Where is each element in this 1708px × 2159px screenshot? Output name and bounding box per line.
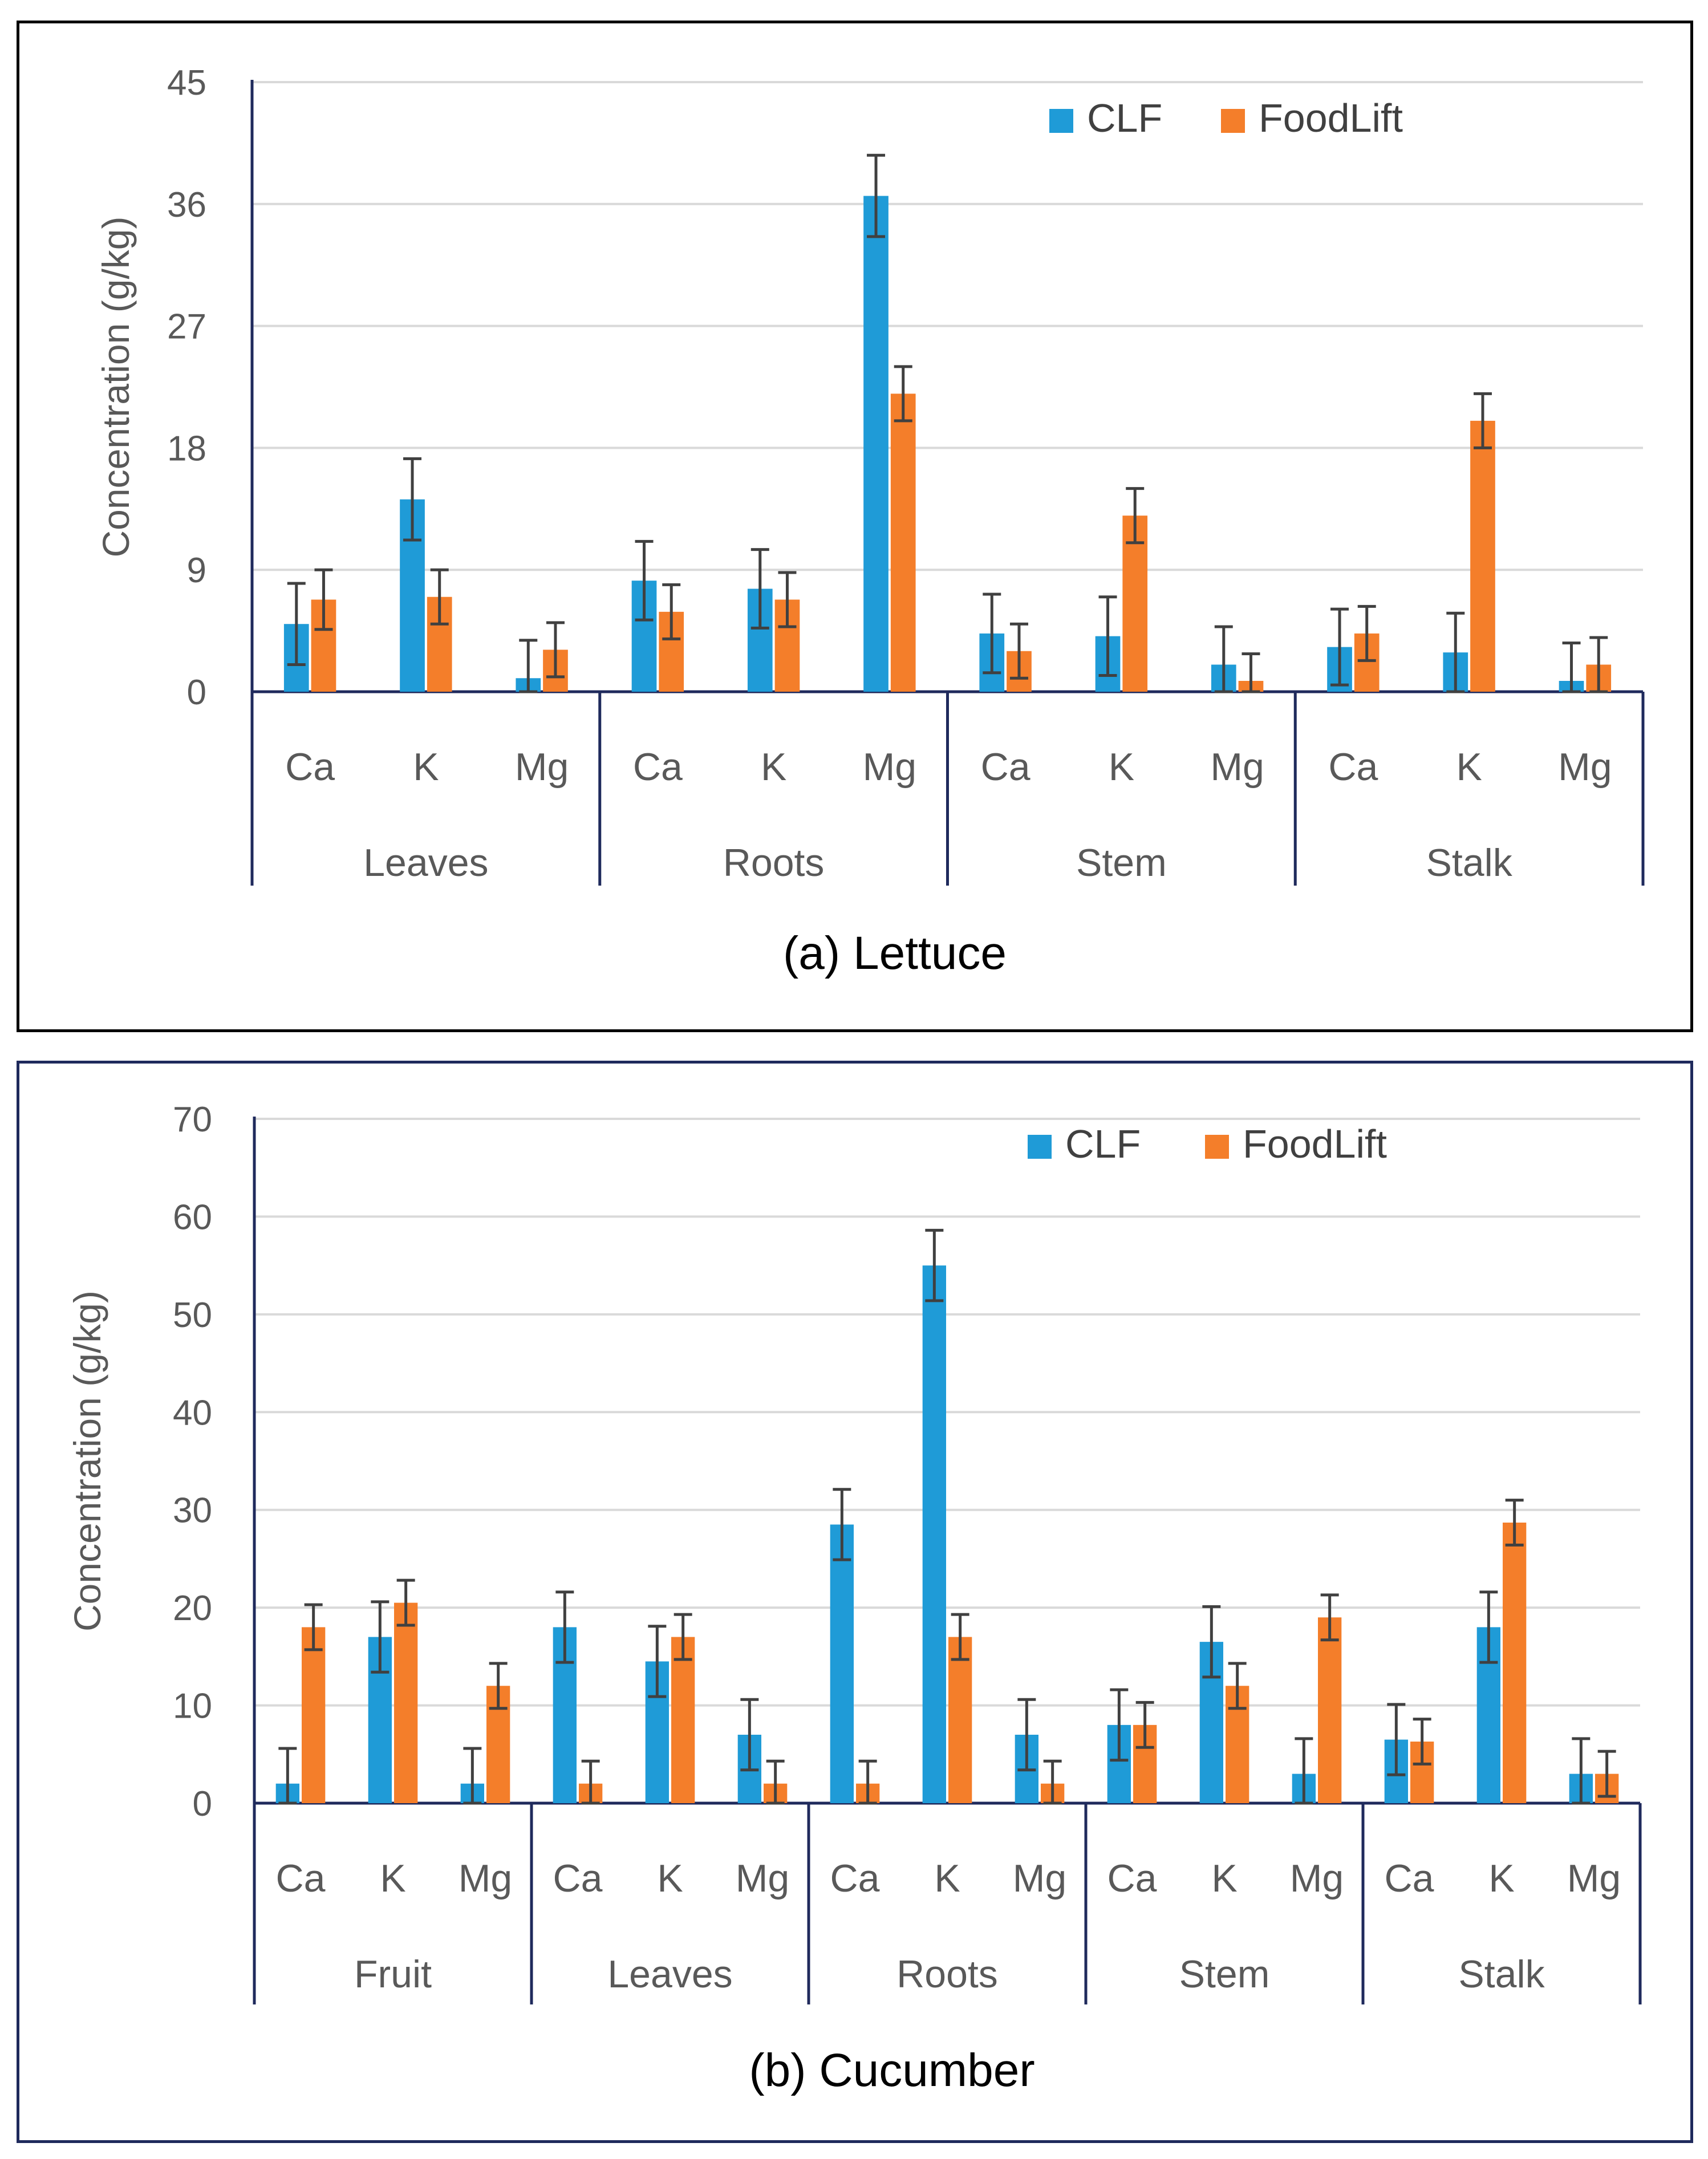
legend-label-clf: CLF <box>1087 96 1162 140</box>
y-tick-label: 60 <box>173 1198 212 1237</box>
legend-swatch-clf <box>1028 1135 1052 1159</box>
x-group-label: Stalk <box>1458 1953 1545 1996</box>
bar-foodlift-stalk-k <box>1503 1523 1527 1803</box>
x-group-label: Roots <box>723 841 825 884</box>
bar-foodlift-fruit-ca <box>302 1627 326 1803</box>
y-tick-label: 36 <box>167 185 206 225</box>
y-tick-label: 20 <box>173 1589 212 1628</box>
y-tick-label: 40 <box>173 1393 212 1432</box>
bar-foodlift-stem-mg <box>1318 1617 1342 1803</box>
bar-foodlift-roots-mg <box>890 393 916 692</box>
x-subcategory-label: Ca <box>830 1857 880 1900</box>
x-subcategory-label: Mg <box>1567 1857 1621 1900</box>
chart-title: (a) Lettuce <box>783 927 1007 979</box>
legend-label-clf: CLF <box>1065 1122 1141 1166</box>
x-subcategory-label: Mg <box>736 1857 789 1900</box>
x-subcategory-label: Ca <box>553 1857 603 1900</box>
x-subcategory-label: Ca <box>1328 745 1378 789</box>
x-subcategory-label: K <box>1456 745 1482 789</box>
x-subcategory-label: Ca <box>285 745 335 789</box>
bar-foodlift-leaves-k <box>671 1637 695 1803</box>
x-subcategory-label: Ca <box>1385 1857 1434 1900</box>
x-subcategory-label: Mg <box>863 745 916 789</box>
y-tick-label: 27 <box>167 307 206 347</box>
cucumber-chart-panel: 0 10 20 30 40 50 60 70 Fruit Ca K Mg Leaves Ca K Mg Root… <box>17 1061 1693 2143</box>
y-tick-label: 0 <box>193 1784 212 1824</box>
y-tick-label: 0 <box>187 673 206 712</box>
chart-title: (b) Cucumber <box>749 2044 1034 2096</box>
y-tick-label: 45 <box>167 63 206 103</box>
x-subcategory-label: K <box>934 1857 960 1900</box>
x-subcategory-label: K <box>761 745 786 789</box>
x-subcategory-label: Mg <box>459 1857 512 1900</box>
x-subcategory-label: Mg <box>1290 1857 1344 1900</box>
cucumber-chart: 0 10 20 30 40 50 60 70 Fruit Ca K Mg Leaves Ca K Mg Root… <box>66 1100 1642 2096</box>
x-subcategory-label: K <box>1109 745 1134 789</box>
x-group-label: Leaves <box>607 1953 732 1996</box>
x-subcategory-label: Ca <box>1107 1857 1157 1900</box>
x-subcategory-label: Ca <box>633 745 683 789</box>
x-group-label: Stem <box>1179 1953 1270 1996</box>
x-subcategory-label: Ca <box>276 1857 326 1900</box>
x-group-label: Roots <box>896 1953 998 1996</box>
y-tick-label: 30 <box>173 1491 212 1531</box>
bar-clf-roots-ca <box>830 1524 854 1803</box>
x-subcategory-label: Mg <box>1558 745 1612 789</box>
x-subcategory-label: K <box>1488 1857 1514 1900</box>
x-group-label: Stalk <box>1426 841 1513 884</box>
legend-swatch-foodlift <box>1205 1135 1229 1159</box>
y-tick-label: 18 <box>167 429 206 468</box>
bar-foodlift-fruit-k <box>394 1602 418 1803</box>
legend-swatch-clf <box>1049 109 1073 133</box>
x-subcategory-label: Mg <box>515 745 569 789</box>
x-subcategory-label: K <box>657 1857 683 1900</box>
legend-label-foodlift: FoodLift <box>1243 1122 1387 1166</box>
x-subcategory-label: Mg <box>1013 1857 1066 1900</box>
y-tick-label: 9 <box>187 551 206 590</box>
bar-foodlift-stalk-k <box>1470 420 1495 692</box>
y-tick-label: 50 <box>173 1296 212 1335</box>
x-group-label: Fruit <box>354 1953 432 1996</box>
y-tick-label: 70 <box>173 1100 212 1139</box>
x-subcategory-label: Ca <box>981 745 1031 789</box>
bar-clf-roots-mg <box>863 196 889 692</box>
lettuce-chart: 0 9 18 27 36 45 Leaves Ca K Mg Roots Ca K Mg Stem Ca K Mg… <box>95 63 1645 979</box>
legend-label-foodlift: FoodLift <box>1259 96 1403 140</box>
x-group-label: Leaves <box>363 841 488 884</box>
x-subcategory-label: K <box>380 1857 405 1900</box>
x-subcategory-label: K <box>413 745 439 789</box>
bar-foodlift-roots-k <box>948 1637 972 1803</box>
bar-clf-roots-k <box>922 1265 946 1803</box>
x-group-label: Stem <box>1076 841 1167 884</box>
y-axis-title: Concentration (g/kg) <box>66 1290 108 1632</box>
lettuce-chart-panel: 0 9 18 27 36 45 Leaves Ca K Mg Roots Ca K Mg Stem Ca K Mg… <box>17 21 1693 1032</box>
bar-foodlift-stem-k <box>1122 516 1148 692</box>
legend-swatch-foodlift <box>1221 109 1245 133</box>
y-tick-label: 10 <box>173 1687 212 1726</box>
x-subcategory-label: Mg <box>1210 745 1264 789</box>
x-subcategory-label: K <box>1211 1857 1237 1900</box>
y-axis-title: Concentration (g/kg) <box>95 217 137 558</box>
